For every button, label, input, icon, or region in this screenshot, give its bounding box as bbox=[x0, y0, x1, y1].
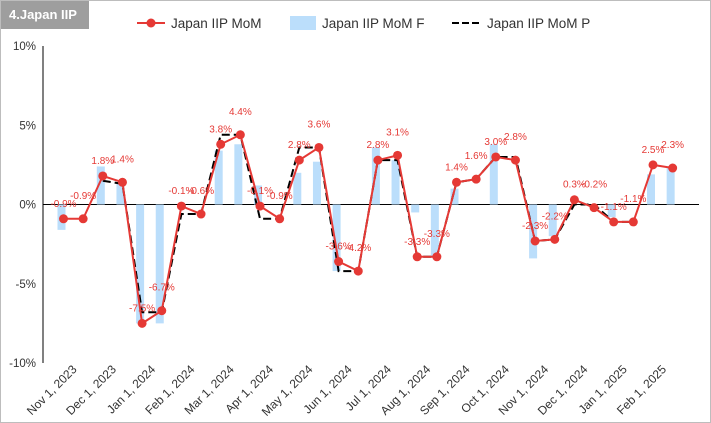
y-tick-label: 0% bbox=[19, 200, 36, 212]
mom-point bbox=[216, 139, 226, 149]
data-label: 4.4% bbox=[229, 107, 252, 118]
data-label: 3.0% bbox=[484, 137, 507, 148]
mom-point bbox=[550, 234, 560, 244]
legend-swatch-mom-marker bbox=[146, 18, 156, 28]
data-label: 0.3% bbox=[563, 180, 586, 191]
bar-final bbox=[332, 204, 341, 272]
data-label: -0.9% bbox=[70, 191, 96, 202]
data-label: -0.1% bbox=[168, 186, 194, 197]
mom-point bbox=[412, 252, 422, 262]
mom-point bbox=[432, 252, 442, 262]
data-label: 2.8% bbox=[504, 132, 527, 143]
data-label: 3.6% bbox=[308, 119, 331, 130]
mom-line bbox=[63, 133, 673, 326]
legend-label: Japan IIP MoM P bbox=[487, 16, 590, 31]
data-label: -2.3% bbox=[522, 221, 548, 232]
data-label: -0.9% bbox=[50, 199, 76, 210]
bar-final bbox=[312, 161, 321, 205]
mom-point bbox=[471, 174, 481, 184]
data-label: -0.2% bbox=[581, 180, 607, 191]
mom-point bbox=[589, 203, 599, 213]
data-label: 1.8% bbox=[91, 156, 114, 167]
bar-final bbox=[548, 204, 557, 237]
data-label: 3.1% bbox=[386, 127, 409, 138]
mom-point bbox=[353, 266, 363, 276]
mom-point bbox=[628, 217, 638, 227]
mom-point bbox=[668, 163, 678, 173]
bar-final bbox=[666, 166, 675, 205]
bar-final bbox=[234, 144, 243, 205]
bar-final bbox=[607, 204, 616, 218]
bar-final bbox=[136, 204, 145, 324]
mom-point bbox=[117, 177, 127, 187]
data-label: 3.8% bbox=[209, 124, 232, 135]
data-label: -7.5% bbox=[129, 303, 155, 314]
y-tick-label: 10% bbox=[13, 41, 36, 53]
mom-point bbox=[294, 155, 304, 165]
data-label: -0.1% bbox=[247, 186, 273, 197]
data-label: 1.6% bbox=[465, 151, 488, 162]
bar-final bbox=[96, 166, 105, 205]
mom-point bbox=[157, 306, 167, 316]
mom-point bbox=[530, 236, 540, 246]
mom-point bbox=[59, 214, 68, 224]
legend-swatch-final bbox=[290, 16, 316, 30]
bar-final bbox=[450, 188, 459, 205]
mom-point bbox=[196, 209, 206, 219]
bar-final bbox=[647, 174, 655, 205]
bar-final bbox=[391, 160, 400, 205]
panel-tag: 4.Japan IIP bbox=[1, 1, 89, 29]
data-label: 2.5% bbox=[642, 145, 665, 156]
data-label: 2.8% bbox=[367, 140, 390, 151]
data-label: -6.7% bbox=[149, 283, 175, 294]
mom-point bbox=[98, 171, 108, 181]
mom-point bbox=[491, 152, 501, 162]
mom-point bbox=[609, 217, 619, 227]
mom-point bbox=[314, 142, 324, 152]
mom-point bbox=[648, 160, 658, 170]
data-label: -3.3% bbox=[424, 229, 450, 240]
mom-point bbox=[275, 214, 285, 224]
mom-point bbox=[510, 155, 520, 165]
mom-point bbox=[334, 257, 344, 267]
bar-final bbox=[293, 172, 302, 205]
data-label: -0.9% bbox=[267, 191, 293, 202]
mom-point bbox=[176, 201, 186, 211]
mom-point bbox=[235, 130, 245, 140]
data-label: -4.2% bbox=[345, 243, 371, 254]
bar-final bbox=[489, 144, 498, 205]
data-label: -3.3% bbox=[404, 237, 430, 248]
bar-final bbox=[214, 150, 223, 205]
legend-label: Japan IIP MoM F bbox=[322, 16, 425, 31]
data-label: 1.4% bbox=[111, 154, 134, 165]
y-tick-label: 5% bbox=[19, 120, 36, 132]
mom-point bbox=[137, 318, 147, 328]
legend-label: Japan IIP MoM bbox=[171, 16, 262, 31]
data-label: -1.1% bbox=[620, 194, 646, 205]
mom-point bbox=[452, 177, 461, 187]
data-label: 1.4% bbox=[445, 162, 468, 173]
mom-point bbox=[78, 214, 88, 224]
data-label: -1.1% bbox=[601, 202, 627, 213]
data-label: 2.3% bbox=[661, 140, 684, 151]
mom-point bbox=[255, 201, 265, 211]
mom-point bbox=[393, 150, 403, 160]
bar-final bbox=[254, 185, 262, 205]
bar-final bbox=[430, 204, 439, 257]
y-tick-label: -5% bbox=[16, 279, 36, 291]
bar-final bbox=[411, 204, 420, 213]
mom-point bbox=[569, 195, 579, 205]
bar-final bbox=[116, 183, 125, 205]
mom-point bbox=[373, 155, 383, 165]
data-label: -2.2% bbox=[542, 211, 568, 222]
y-tick-label: -10% bbox=[9, 358, 36, 370]
data-label: -3.6% bbox=[326, 242, 352, 253]
data-label: 2.8% bbox=[288, 140, 311, 151]
data-label: -0.6% bbox=[188, 186, 214, 197]
bar-final bbox=[155, 204, 164, 324]
